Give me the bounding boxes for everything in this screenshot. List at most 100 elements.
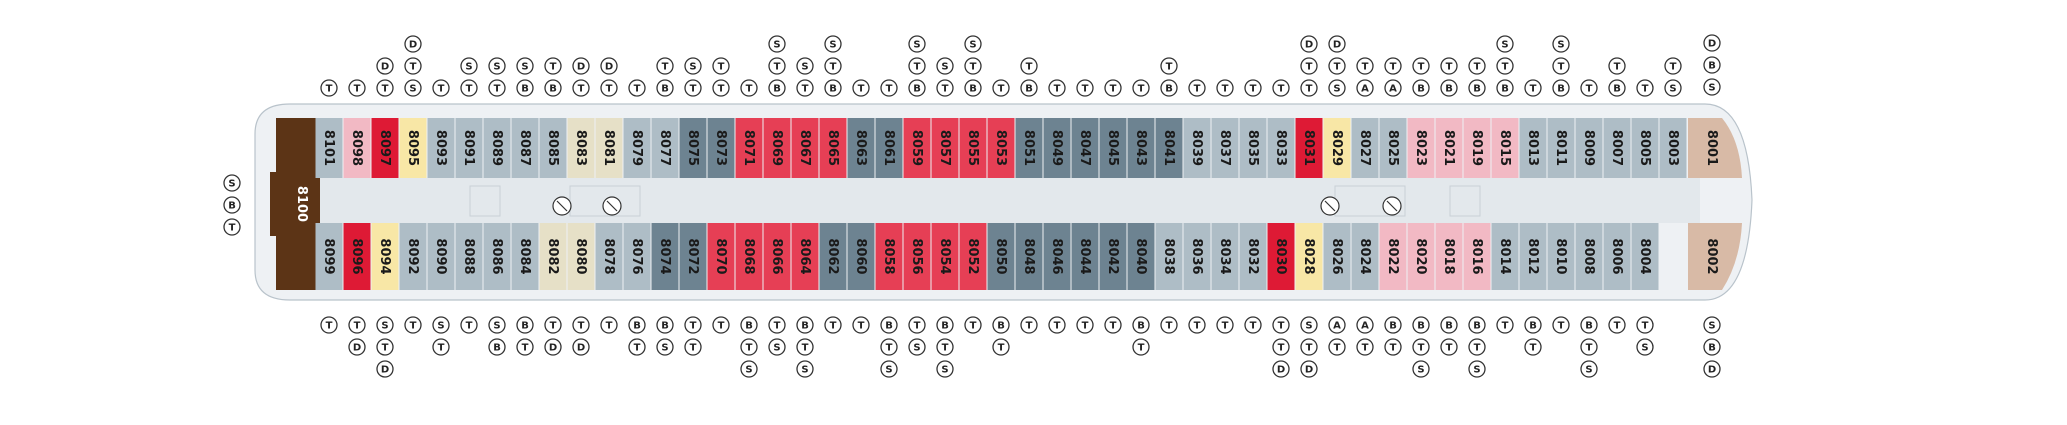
cabin-8026[interactable]: 8026 [1323,223,1351,290]
cabin-8098[interactable]: 8098 [343,118,371,178]
cabin-8063[interactable]: 8063 [847,118,875,178]
cabin-8076[interactable]: 8076 [623,223,651,290]
cabin-8036[interactable]: 8036 [1183,223,1211,290]
cabin-8066[interactable]: 8066 [763,223,791,290]
cabin-8034[interactable]: 8034 [1211,223,1239,290]
cabin-8089[interactable]: 8089 [483,118,511,178]
cabin-8074[interactable]: 8074 [651,223,679,290]
cabin-8028[interactable]: 8028 [1295,223,1323,290]
cabin-8035[interactable]: 8035 [1239,118,1267,178]
cabin-8032[interactable]: 8032 [1239,223,1267,290]
cabin-8084[interactable]: 8084 [511,223,539,290]
cabin-8033[interactable]: 8033 [1267,118,1295,178]
cabin-8061[interactable]: 8061 [875,118,903,178]
cabin-8087[interactable]: 8087 [511,118,539,178]
cabin-8070[interactable]: 8070 [707,223,735,290]
cabin-8053[interactable]: 8053 [987,118,1015,178]
cabin-8088[interactable]: 8088 [455,223,483,290]
cabin-8013[interactable]: 8013 [1519,118,1547,178]
cabin-8092[interactable]: 8092 [399,223,427,290]
cabin-8079[interactable]: 8079 [623,118,651,178]
cabin-8081[interactable]: 8081 [595,118,623,178]
cabin-8024[interactable]: 8024 [1351,223,1379,290]
cabin-8062[interactable]: 8062 [819,223,847,290]
cabin-8009[interactable]: 8009 [1575,118,1603,178]
cabin-8043[interactable]: 8043 [1127,118,1155,178]
cabin-8057[interactable]: 8057 [931,118,959,178]
cabin-8016[interactable]: 8016 [1463,223,1491,290]
cabin-8101[interactable]: 8101 [315,118,343,178]
cabin-8094[interactable]: 8094 [371,223,399,290]
cabin-8004[interactable]: 8004 [1631,223,1659,290]
cabin-8021[interactable]: 8021 [1435,118,1463,178]
cabin-8022[interactable]: 8022 [1379,223,1407,290]
cabin-8093[interactable]: 8093 [427,118,455,178]
cabin-8046[interactable]: 8046 [1043,223,1071,290]
cabin-8010[interactable]: 8010 [1547,223,1575,290]
cabin-8090[interactable]: 8090 [427,223,455,290]
cabin-8065[interactable]: 8065 [819,118,847,178]
cabin-8030[interactable]: 8030 [1267,223,1295,290]
cabin-8006[interactable]: 8006 [1603,223,1631,290]
cabin-8005[interactable]: 8005 [1631,118,1659,178]
cabin-8055[interactable]: 8055 [959,118,987,178]
cabin-8042[interactable]: 8042 [1099,223,1127,290]
cabin-8047[interactable]: 8047 [1071,118,1099,178]
cabin-8056[interactable]: 8056 [903,223,931,290]
cabin-8075[interactable]: 8075 [679,118,707,178]
cabin-8029[interactable]: 8029 [1323,118,1351,178]
cabin-8027[interactable]: 8027 [1351,118,1379,178]
cabin-8044[interactable]: 8044 [1071,223,1099,290]
cabin-8060[interactable]: 8060 [847,223,875,290]
cabin-8086[interactable]: 8086 [483,223,511,290]
cabin-8071[interactable]: 8071 [735,118,763,178]
cabin-8072[interactable]: 8072 [679,223,707,290]
cabin-8095[interactable]: 8095 [399,118,427,178]
cabin-8078[interactable]: 8078 [595,223,623,290]
cabin-8039[interactable]: 8039 [1183,118,1211,178]
cabin-8023[interactable]: 8023 [1407,118,1435,178]
cabin-8058[interactable]: 8058 [875,223,903,290]
cabin-8067[interactable]: 8067 [791,118,819,178]
cabin-8077[interactable]: 8077 [651,118,679,178]
cabin-8040[interactable]: 8040 [1127,223,1155,290]
cabin-8002[interactable]: 8002 [1688,223,1742,290]
cabin-8037[interactable]: 8037 [1211,118,1239,178]
cabin-8091[interactable]: 8091 [455,118,483,178]
cabin-8099[interactable]: 8099 [315,223,343,290]
cabin-8031[interactable]: 8031 [1295,118,1323,178]
cabin-8073[interactable]: 8073 [707,118,735,178]
cabin-8068[interactable]: 8068 [735,223,763,290]
cabin-8080[interactable]: 8080 [567,223,595,290]
cabin-8051[interactable]: 8051 [1015,118,1043,178]
cabin-8054[interactable]: 8054 [931,223,959,290]
cabin-8008[interactable]: 8008 [1575,223,1603,290]
cabin-8048[interactable]: 8048 [1015,223,1043,290]
cabin-8052[interactable]: 8052 [959,223,987,290]
cabin-8019[interactable]: 8019 [1463,118,1491,178]
cabin-8011[interactable]: 8011 [1547,118,1575,178]
cabin-8038[interactable]: 8038 [1155,223,1183,290]
cabin-8050[interactable]: 8050 [987,223,1015,290]
cabin-8096[interactable]: 8096 [343,223,371,290]
cabin-8064[interactable]: 8064 [791,223,819,290]
cabin-8012[interactable]: 8012 [1519,223,1547,290]
cabin-8100[interactable]: 8100 [270,118,320,290]
cabin-8069[interactable]: 8069 [763,118,791,178]
cabin-8059[interactable]: 8059 [903,118,931,178]
cabin-8045[interactable]: 8045 [1099,118,1127,178]
cabin-8015[interactable]: 8015 [1491,118,1519,178]
cabin-8097[interactable]: 8097 [371,118,399,178]
cabin-8003[interactable]: 8003 [1659,118,1687,178]
cabin-8085[interactable]: 8085 [539,118,567,178]
cabin-8083[interactable]: 8083 [567,118,595,178]
cabin-8025[interactable]: 8025 [1379,118,1407,178]
cabin-8014[interactable]: 8014 [1491,223,1519,290]
cabin-8082[interactable]: 8082 [539,223,567,290]
cabin-8020[interactable]: 8020 [1407,223,1435,290]
cabin-8001[interactable]: 8001 [1688,118,1742,178]
cabin-8018[interactable]: 8018 [1435,223,1463,290]
cabin-8049[interactable]: 8049 [1043,118,1071,178]
cabin-8041[interactable]: 8041 [1155,118,1183,178]
cabin-8007[interactable]: 8007 [1603,118,1631,178]
